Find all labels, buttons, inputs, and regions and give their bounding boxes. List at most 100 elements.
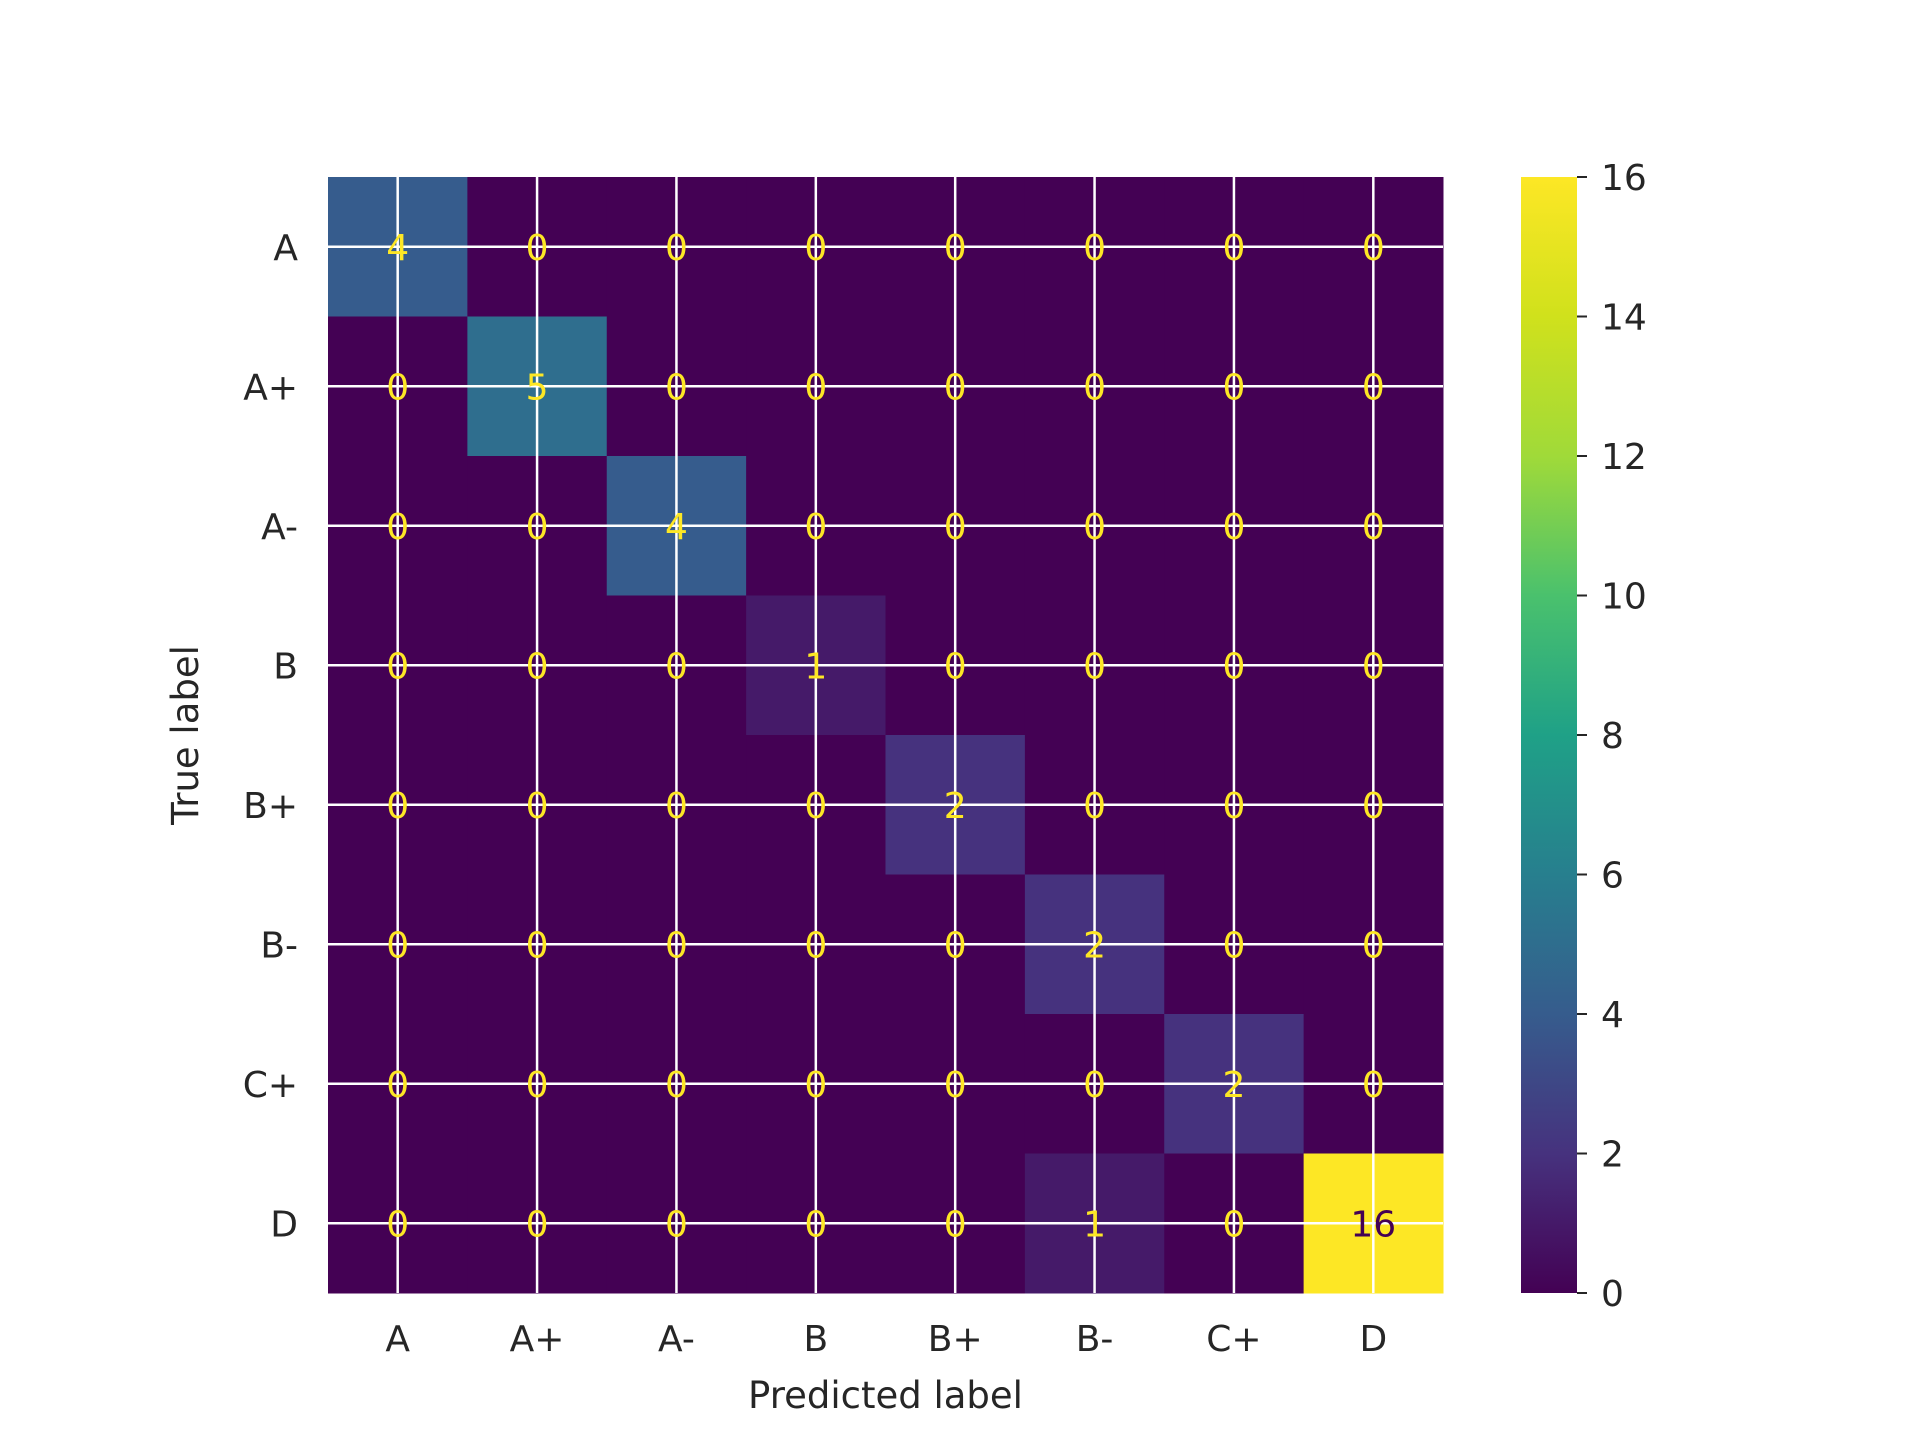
cell-value-label: 0 [1083, 1065, 1106, 1106]
y-tick-label: B+ [243, 786, 298, 827]
heatmap-cells [328, 177, 1444, 1294]
cell-value-label: 0 [665, 646, 688, 687]
cell-value-label: 0 [665, 1065, 688, 1106]
colorbar-tick-label: 12 [1601, 437, 1647, 478]
cell-value-label: 16 [1350, 1204, 1396, 1245]
cell-value-label: 0 [1222, 925, 1245, 966]
cell-value-label: 0 [386, 507, 409, 548]
cell-value-label: 0 [1083, 786, 1106, 827]
x-tick-label: B+ [928, 1319, 983, 1360]
cell-value-label: 0 [1222, 367, 1245, 408]
y-tick-label: C+ [243, 1065, 298, 1106]
x-axis-ticks: A A+ A- B B+ B- C+ D [385, 1319, 1387, 1360]
cell-value-label: 0 [804, 925, 827, 966]
cell-value-label: 0 [386, 646, 409, 687]
cell-value-label: 0 [1362, 228, 1385, 269]
cell-value-label: 0 [526, 1065, 549, 1106]
colorbar-tick-label: 0 [1601, 1274, 1624, 1315]
cell-value-label: 2 [1083, 925, 1106, 966]
cell-value-label: 2 [1222, 1065, 1245, 1106]
cell-value-label: 0 [665, 367, 688, 408]
colorbar-tick-label: 2 [1601, 1135, 1624, 1176]
cell-value-label: 5 [526, 367, 549, 408]
cell-value-label: 0 [944, 507, 967, 548]
cell-value-label: 0 [1083, 228, 1106, 269]
cell-value-label: 0 [1222, 228, 1245, 269]
cell-value-label: 0 [665, 1204, 688, 1245]
y-axis-label: True label [164, 645, 207, 826]
cell-value-label: 0 [386, 786, 409, 827]
cell-value-label: 0 [526, 925, 549, 966]
cell-value-label: 0 [1222, 646, 1245, 687]
x-tick-label: A [385, 1319, 410, 1360]
cell-value-label: 0 [944, 1204, 967, 1245]
cell-value-label: 0 [804, 507, 827, 548]
cell-value-label: 0 [665, 925, 688, 966]
cell-value-labels: 4 0 0 0 0 0 0 0 0 5 0 0 0 0 0 0 0 0 4 0 0 0 0 0 0 0 0 1 0 0 0 0 0 0 0 0 2 0 0 0… [386, 228, 1396, 1246]
colorbar-tick-label: 16 [1601, 158, 1647, 199]
cell-value-label: 0 [804, 367, 827, 408]
cell-value-label: 0 [944, 646, 967, 687]
cell-value-label: 0 [944, 367, 967, 408]
cell-value-label: 0 [1362, 786, 1385, 827]
cell-value-label: 0 [804, 1204, 827, 1245]
cell-value-label: 0 [1083, 367, 1106, 408]
cell-value-label: 0 [526, 228, 549, 269]
cell-value-label: 0 [665, 786, 688, 827]
cell-value-label: 0 [526, 507, 549, 548]
cell-value-label: 0 [665, 228, 688, 269]
cell-value-label: 0 [1362, 646, 1385, 687]
cell-value-label: 0 [804, 228, 827, 269]
cell-value-label: 0 [944, 1065, 967, 1106]
cell-value-label: 0 [526, 1204, 549, 1245]
x-tick-label: B- [1076, 1319, 1114, 1360]
y-tick-label: D [270, 1204, 298, 1245]
colorbar-tick-label: 10 [1601, 577, 1647, 618]
cell-value-label: 0 [804, 1065, 827, 1106]
x-tick-label: A- [658, 1319, 695, 1360]
cell-value-label: 0 [386, 925, 409, 966]
colorbar-ticks: 0 2 4 6 8 10 12 14 16 [1577, 158, 1647, 1315]
cell-value-label: 0 [1362, 925, 1385, 966]
cell-value-label: 0 [1362, 367, 1385, 408]
colorbar-gradient [1521, 177, 1577, 1293]
colorbar-tick-label: 4 [1601, 995, 1624, 1036]
x-tick-label: B [803, 1319, 828, 1360]
cell-value-label: 0 [804, 786, 827, 827]
cell-value-label: 0 [1222, 1204, 1245, 1245]
y-tick-label: A [273, 228, 298, 269]
cell-value-label: 2 [944, 786, 967, 827]
colorbar-tick-label: 8 [1601, 716, 1624, 757]
cell-value-label: 0 [1222, 507, 1245, 548]
cell-value-label: 0 [1362, 507, 1385, 548]
cell-value-label: 0 [1083, 646, 1106, 687]
cell-value-label: 0 [526, 646, 549, 687]
y-tick-label: B [273, 646, 298, 687]
cell-value-label: 0 [526, 786, 549, 827]
y-tick-label: B- [260, 925, 298, 966]
x-tick-label: C+ [1206, 1319, 1261, 1360]
cell-value-label: 0 [1362, 1065, 1385, 1106]
cell-value-label: 0 [386, 1204, 409, 1245]
cell-value-label: 1 [804, 646, 827, 687]
y-tick-label: A- [261, 507, 298, 548]
cell-value-label: 4 [665, 507, 688, 548]
cell-value-label: 1 [1083, 1204, 1106, 1245]
cell-value-label: 0 [1083, 507, 1106, 548]
x-tick-label: D [1359, 1319, 1387, 1360]
cell-value-label: 0 [1222, 786, 1245, 827]
x-tick-label: A+ [510, 1319, 565, 1360]
colorbar: 0 2 4 6 8 10 12 14 16 [1521, 158, 1647, 1315]
x-axis-label: Predicted label [748, 1374, 1023, 1417]
y-axis-ticks: A A+ A- B B+ B- C+ D [243, 228, 299, 1246]
cell-value-label: 0 [944, 925, 967, 966]
cell-value-label: 0 [386, 1065, 409, 1106]
colorbar-tick-label: 6 [1601, 856, 1624, 897]
colorbar-tick-label: 14 [1601, 298, 1647, 339]
y-tick-label: A+ [243, 367, 298, 408]
cell-value-label: 0 [944, 228, 967, 269]
gridlines [328, 177, 1443, 1293]
cell-value-label: 4 [386, 228, 409, 269]
